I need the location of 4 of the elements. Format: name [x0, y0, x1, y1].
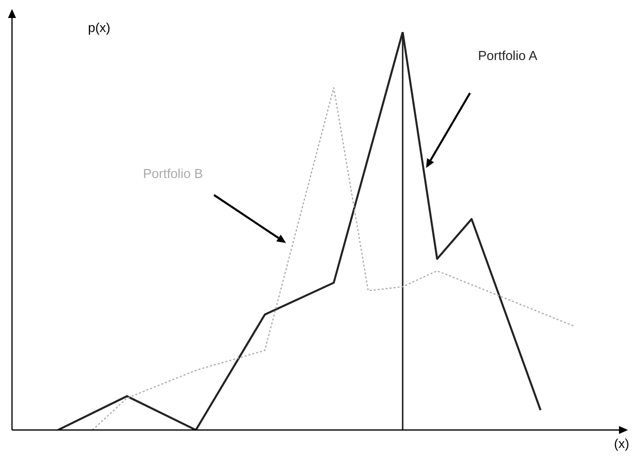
- text: Portfolio B: [143, 166, 203, 181]
- text: Portfolio A: [478, 48, 538, 63]
- y-axis-title: p(x): [88, 20, 110, 35]
- x-axis-title: (x): [614, 436, 630, 451]
